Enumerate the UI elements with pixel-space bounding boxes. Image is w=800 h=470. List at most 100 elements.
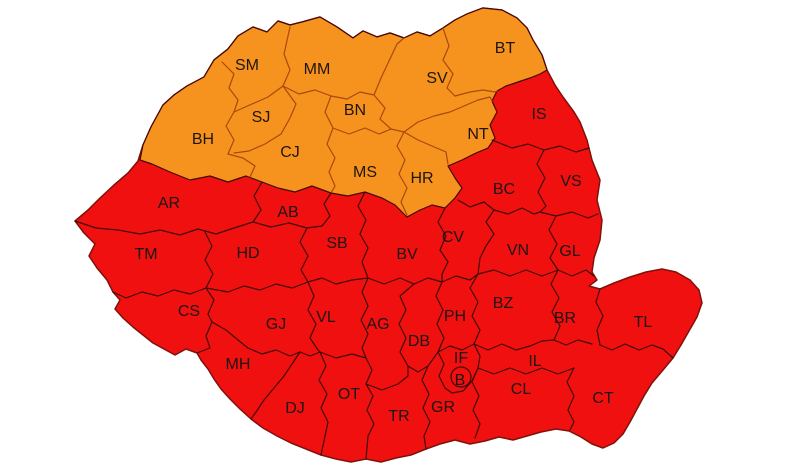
county-label-cv: CV xyxy=(442,229,465,246)
county-border xyxy=(477,209,495,275)
county-label-tl: TL xyxy=(634,314,653,331)
county-label-if: IF xyxy=(454,350,468,367)
county-border xyxy=(211,321,249,349)
county-label-gl: GL xyxy=(559,243,580,260)
county-border xyxy=(373,37,405,96)
county-border xyxy=(319,351,367,359)
county-label-sj: SJ xyxy=(252,109,271,126)
county-border xyxy=(196,321,213,354)
orange-warning-zone xyxy=(139,7,548,218)
county-label-gr: GR xyxy=(431,399,455,416)
county-border xyxy=(307,281,321,353)
county-border xyxy=(548,215,559,271)
county-border xyxy=(407,351,439,373)
county-border xyxy=(457,199,495,211)
county-label-mh: MH xyxy=(226,356,251,373)
county-border xyxy=(321,192,332,227)
county-label-tm: TM xyxy=(134,246,157,263)
county-label-db: DB xyxy=(408,333,430,350)
county-border xyxy=(435,281,445,353)
county-label-ab: AB xyxy=(277,204,298,221)
county-border xyxy=(442,27,456,97)
county-border xyxy=(413,277,443,285)
county-label-bn: BN xyxy=(344,102,366,119)
county-border xyxy=(365,357,375,460)
county-border xyxy=(205,281,309,293)
county-borders-orange-zone xyxy=(221,26,498,216)
county-border xyxy=(437,343,475,353)
county-label-sv: SV xyxy=(426,70,448,87)
county-border xyxy=(441,273,479,283)
county-border xyxy=(252,181,263,223)
county-border xyxy=(473,343,481,369)
county-border xyxy=(112,287,207,299)
county-label-ms: MS xyxy=(353,164,377,181)
county-label-bc: BC xyxy=(493,181,515,198)
county-label-vl: VL xyxy=(316,309,336,326)
county-border xyxy=(74,220,254,236)
county-border xyxy=(491,139,590,153)
county-label-il: IL xyxy=(528,353,541,370)
county-border xyxy=(307,277,369,285)
county-label-ar: AR xyxy=(158,195,180,212)
county-border xyxy=(233,85,284,113)
bucharest-boundary xyxy=(450,366,472,388)
county-border xyxy=(233,85,297,154)
county-border xyxy=(396,131,408,216)
county-border xyxy=(469,273,481,345)
county-border xyxy=(252,221,308,229)
county-border xyxy=(454,89,498,97)
county-label-ph: PH xyxy=(444,308,466,325)
county-border xyxy=(247,347,301,357)
county-label-gj: GJ xyxy=(266,316,286,333)
county-label-is: IS xyxy=(531,106,546,123)
county-border xyxy=(477,367,575,375)
county-label-hd: HD xyxy=(236,245,259,262)
county-label-b: B xyxy=(455,372,466,389)
county-label-sm: SM xyxy=(235,57,259,74)
county-border xyxy=(360,277,369,359)
county-border xyxy=(357,191,369,279)
county-border xyxy=(599,343,674,359)
county-border xyxy=(539,211,599,219)
county-border xyxy=(471,367,481,439)
county-label-ct: CT xyxy=(592,390,614,407)
county-label-cl: CL xyxy=(511,381,532,398)
county-border xyxy=(227,153,256,178)
county-label-bh: BH xyxy=(192,131,214,148)
county-label-ag: AG xyxy=(366,316,389,333)
county-border xyxy=(557,269,595,277)
county-border xyxy=(473,343,531,351)
county-label-bv: BV xyxy=(396,246,418,263)
county-label-vs: VS xyxy=(560,173,581,190)
county-border xyxy=(299,351,321,357)
county-border xyxy=(221,61,239,113)
county-border xyxy=(536,149,547,213)
county-border xyxy=(477,269,559,277)
county-border xyxy=(306,225,323,229)
county-border xyxy=(225,111,235,155)
county-border xyxy=(595,288,604,346)
county-borders-red-zone xyxy=(74,139,674,460)
county-border xyxy=(204,231,214,289)
county-border xyxy=(373,94,392,130)
county-border xyxy=(421,365,431,450)
county-label-cj: CJ xyxy=(280,144,300,161)
county-label-hr: HR xyxy=(410,170,433,187)
county-border xyxy=(566,367,575,431)
county-label-bt: BT xyxy=(495,40,516,57)
county-border xyxy=(324,95,336,194)
county-label-tr: TR xyxy=(388,408,409,425)
county-border xyxy=(437,207,449,283)
county-border xyxy=(282,26,291,87)
county-border xyxy=(250,351,301,420)
county-border xyxy=(299,227,309,283)
county-border xyxy=(390,96,493,133)
county-border xyxy=(332,127,392,135)
county-label-mm: MM xyxy=(304,61,331,78)
county-label-nt: NT xyxy=(467,126,489,143)
county-label-sb: SB xyxy=(326,235,347,252)
county-border xyxy=(367,277,415,285)
